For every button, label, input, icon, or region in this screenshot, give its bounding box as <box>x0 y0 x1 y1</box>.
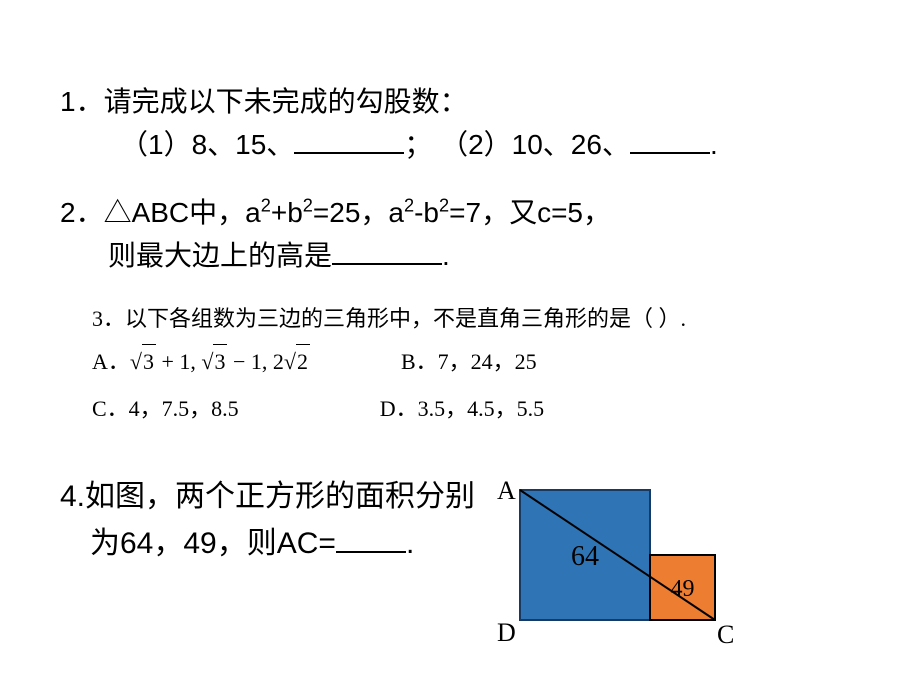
question-1: 1．请完成以下未完成的勾股数： （1）8、15、 ； （2）10、26、. <box>60 80 860 167</box>
q2-exp-2: 2 <box>303 195 313 215</box>
q3-option-d[interactable]: D．3.5，4.5，5.5 <box>380 388 544 430</box>
q4-blank[interactable] <box>336 521 406 553</box>
q2-exp-1: 2 <box>261 195 271 215</box>
q1-part1-text: （1）8、15、 <box>120 129 294 160</box>
question-4-text: 4.如图，两个正方形的面积分别 为64，49，则AC=. <box>60 474 475 567</box>
figure-svg: 6449 <box>485 470 745 650</box>
sqrt-icon: √3 <box>201 341 227 383</box>
sqrt-icon: √3 <box>130 341 156 383</box>
q1-blank-2[interactable] <box>630 124 710 154</box>
figure-label-c: C <box>717 620 734 650</box>
figure-q4: 6449 A D C <box>485 470 745 655</box>
figure-label-a: A <box>497 476 516 506</box>
question-2: 2．△ABC中，a2+b2=25，a2-b2=7，又c=5， 则最大边上的高是. <box>60 191 860 278</box>
q2-exp-4: 2 <box>439 195 449 215</box>
question-3-options-row2: C．4，7.5，8.5 D．3.5，4.5，5.5 <box>60 388 860 430</box>
q3-option-b[interactable]: B．7，24，25 <box>401 341 537 383</box>
q3-option-a[interactable]: A．√3 + 1, √3 − 1, 2√2 <box>92 341 310 383</box>
q2-blank[interactable] <box>332 235 442 265</box>
q2-line2: 则最大边上的高是. <box>60 234 860 277</box>
q2-line1: 2．△ABC中，a2+b2=25，a2-b2=7，又c=5， <box>60 197 611 228</box>
q1-line2: （1）8、15、 ； （2）10、26、. <box>60 123 860 166</box>
question-3-options-row1: A．√3 + 1, √3 − 1, 2√2 B．7，24，25 <box>60 341 860 383</box>
q1-part2-text: ； （2）10、26、 <box>404 129 630 160</box>
q1-stem: 1．请完成以下未完成的勾股数： <box>60 86 468 117</box>
figure-label-d: D <box>497 618 516 648</box>
q1-tail: . <box>710 129 718 160</box>
question-4-row: 4.如图，两个正方形的面积分别 为64，49，则AC=. 6449 A D C <box>60 474 860 655</box>
q2-exp-3: 2 <box>404 195 414 215</box>
q4-line2: 为64，49，则AC=. <box>60 521 475 568</box>
q3-option-c[interactable]: C．4，7.5，8.5 <box>92 388 239 430</box>
q4-line1: 4.如图，两个正方形的面积分别 <box>60 474 475 521</box>
q1-blank-1[interactable] <box>294 124 404 154</box>
worksheet-page: 1．请完成以下未完成的勾股数： （1）8、15、 ； （2）10、26、. 2．△… <box>0 0 920 690</box>
sqrt-icon: √2 <box>284 341 310 383</box>
question-3-stem: 3．以下各组数为三边的三角形中，不是直角三角形的是（ ）. <box>60 302 860 335</box>
svg-text:64: 64 <box>571 541 599 572</box>
